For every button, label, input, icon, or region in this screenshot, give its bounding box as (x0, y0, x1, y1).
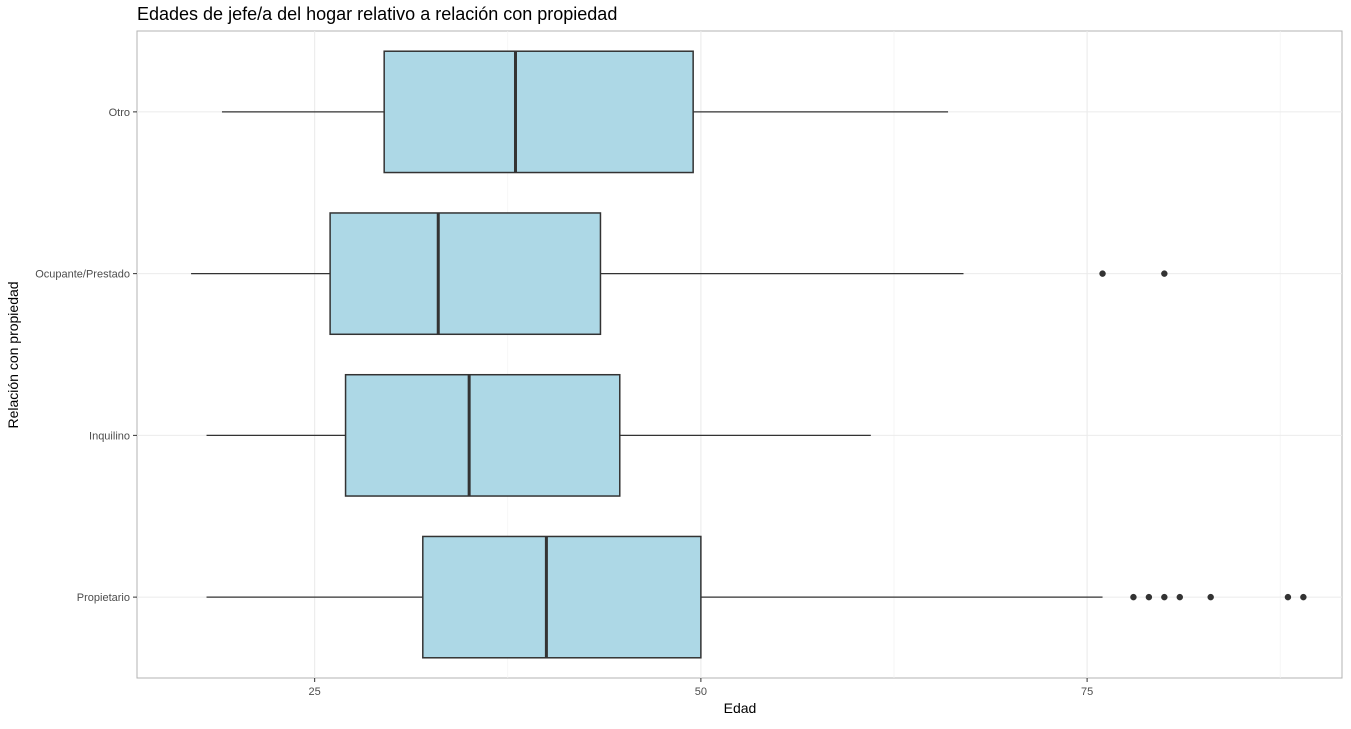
outlier-point (1130, 593, 1137, 601)
outlier-point (1300, 593, 1307, 601)
outlier-point (1176, 593, 1183, 601)
x-tick-label: 75 (1081, 686, 1093, 698)
y-tick-label: Otro (109, 107, 130, 119)
x-tick-label: 50 (695, 686, 707, 698)
box-iqr (383, 50, 694, 174)
y-tick-label: Ocupante/Prestado (35, 269, 130, 281)
outlier-point (1207, 593, 1214, 601)
outlier-point (1145, 593, 1153, 601)
outlier-point (1284, 593, 1292, 601)
y-tick-label: Inquilino (89, 430, 130, 442)
chart-title: Edades de jefe/a del hogar relativo a re… (137, 4, 617, 24)
box-iqr (329, 212, 602, 336)
axis-ticks: 25 50 75 Otro Ocupante/Prestado Inquilino Prop… (35, 107, 1093, 698)
plot-panel (136, 30, 1343, 679)
outlier-point (1161, 593, 1168, 601)
y-axis-title: Relación con propiedad (5, 281, 21, 428)
outlier-point (1161, 270, 1168, 277)
box-iqr (344, 373, 621, 497)
box-iqr (422, 535, 702, 659)
x-axis-title: Edad (724, 700, 757, 716)
x-tick-label: 25 (309, 686, 321, 698)
y-tick-label: Propietario (77, 592, 130, 604)
box-group (191, 50, 1307, 659)
outlier-point (1099, 270, 1106, 277)
